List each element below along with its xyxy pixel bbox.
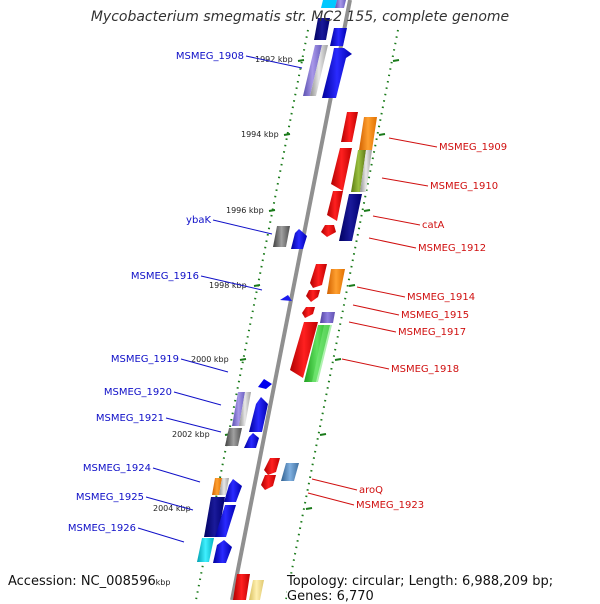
gene-label-msmeg-1923[interactable]: MSMEG_1923: [356, 500, 424, 511]
gene-feature-bottom-yellow[interactable]: [249, 580, 264, 600]
gene-label-msmeg-1916[interactable]: MSMEG_1916: [131, 271, 199, 282]
gene-feature-msmeg-1915-red[interactable]: [306, 290, 320, 302]
gene-feature-msmeg-1925-blue[interactable]: [224, 479, 242, 502]
gene-feature-msmeg-1908-blue[interactable]: [322, 48, 352, 98]
gene-feature-msmeg-1914-orange[interactable]: [327, 269, 345, 294]
leader-lines-right: [307, 137, 438, 506]
gene-feature-msmeg-1920-lav[interactable]: [232, 392, 245, 426]
tick-label-2006: 6 kbp: [148, 578, 170, 587]
tick-label-1994: 1994 kbp: [241, 130, 279, 139]
gene-feature-msmeg-1924-orange[interactable]: [212, 478, 222, 495]
gene-label-ybak[interactable]: ybaK: [186, 215, 211, 226]
gene-feature-msmeg-1917-purple[interactable]: [320, 312, 335, 323]
gene-feature-msmeg-1921-blue[interactable]: [244, 433, 259, 448]
gene-feature-msmeg-1926-cyan[interactable]: [197, 538, 214, 562]
gene-feature-msmeg-1918-green2[interactable]: [312, 325, 332, 382]
gene-label-msmeg-1925[interactable]: MSMEG_1925: [76, 492, 144, 503]
gene-feature-top-navy[interactable]: [314, 18, 330, 40]
genome-summary-text: Topology: circular; Length: 6,988,209 bp…: [287, 574, 600, 604]
gene-label-msmeg-1914[interactable]: MSMEG_1914: [407, 292, 475, 303]
gene-feature-msmeg-1921-gray[interactable]: [225, 428, 242, 446]
gene-feature-msmeg-1910-red[interactable]: [331, 148, 352, 191]
gene-feature-msmeg-1924-gray[interactable]: [219, 478, 229, 495]
gene-feature-aroq-red[interactable]: [264, 458, 280, 475]
gene-feature-msmeg-1917-red[interactable]: [302, 307, 315, 318]
gene-label-msmeg-1912[interactable]: MSMEG_1912: [418, 243, 486, 254]
gene-label-msmeg-1919[interactable]: MSMEG_1919: [111, 354, 179, 365]
gene-label-msmeg-1921[interactable]: MSMEG_1921: [96, 413, 164, 424]
gene-feature-msmeg-1925-blue2[interactable]: [215, 505, 236, 537]
tick-label-1992: 1992 kbp: [255, 55, 293, 64]
gene-feature-msmeg-1916[interactable]: [280, 295, 292, 301]
gene-feature-msmeg-1923-red[interactable]: [261, 475, 276, 490]
gene-feature-msmeg-1908-lav[interactable]: [303, 45, 322, 96]
gene-label-msmeg-1926[interactable]: MSMEG_1926: [68, 523, 136, 534]
forward-genes: [197, 0, 352, 563]
tick-label-2000: 2000 kbp: [191, 355, 229, 364]
tick-label-1996: 1996 kbp: [226, 206, 264, 215]
map-title: Mycobacterium smegmatis str. MC2 155, co…: [90, 9, 510, 25]
gene-labels-right: MSMEG_1909 MSMEG_1910 catA MSMEG_1912 MS…: [356, 142, 507, 511]
tick-label-1998: 1998 kbp: [209, 281, 247, 290]
gene-feature-msmeg-1910-gray[interactable]: [360, 150, 372, 192]
gene-feature-msmeg-1910-olive[interactable]: [351, 150, 366, 192]
gene-feature-msmeg-1926-blue[interactable]: [213, 540, 232, 563]
gene-label-msmeg-1908[interactable]: MSMEG_1908: [176, 51, 244, 62]
gene-label-msmeg-1924[interactable]: MSMEG_1924: [83, 463, 151, 474]
gene-feature-msmeg-1919[interactable]: [258, 379, 272, 389]
gene-feature-msmeg-1912-navy[interactable]: [339, 194, 362, 241]
gene-feature-cata-red2[interactable]: [321, 225, 336, 237]
gene-feature-ybak-blue[interactable]: [291, 229, 307, 249]
gene-feature-top-lav[interactable]: [335, 0, 346, 8]
gene-label-msmeg-1920[interactable]: MSMEG_1920: [104, 387, 172, 398]
tick-ring-right: [285, 29, 399, 600]
gene-label-msmeg-1918[interactable]: MSMEG_1918: [391, 364, 459, 375]
gene-feature-bottom-red[interactable]: [233, 574, 250, 600]
gene-feature-msmeg-1918-red[interactable]: [290, 322, 318, 378]
gene-label-msmeg-1917[interactable]: MSMEG_1917: [398, 327, 466, 338]
gene-feature-msmeg-1909-red[interactable]: [341, 112, 358, 142]
gene-feature-msmeg-1920-blue[interactable]: [249, 397, 268, 432]
gene-label-msmeg-1909[interactable]: MSMEG_1909: [439, 142, 507, 153]
reverse-genes: [233, 112, 377, 600]
leader-lines-left: [137, 55, 303, 543]
tick-label-2002: 2002 kbp: [172, 430, 210, 439]
gene-label-aroq[interactable]: aroQ: [359, 485, 383, 496]
gene-label-cata[interactable]: catA: [422, 220, 445, 231]
gene-feature-aroq-steel[interactable]: [281, 463, 299, 481]
gene-feature-top-blue[interactable]: [330, 28, 347, 46]
kbp-ticks: [210, 59, 400, 510]
gene-feature-msmeg-1908-gray[interactable]: [310, 45, 328, 96]
accession-text: Accession: NC_008596: [8, 574, 156, 589]
gene-label-msmeg-1910[interactable]: MSMEG_1910: [430, 181, 498, 192]
gene-feature-ybak-gray[interactable]: [273, 226, 290, 247]
gene-label-msmeg-1915[interactable]: MSMEG_1915: [401, 310, 469, 321]
gene-feature-msmeg-1914-red[interactable]: [310, 264, 327, 288]
gene-feature-top-cyan[interactable]: [321, 0, 337, 8]
gene-labels-left: MSMEG_1908 ybaK MSMEG_1916 MSMEG_1919 MS…: [68, 51, 244, 534]
gene-feature-msmeg-1920-gray[interactable]: [239, 392, 251, 426]
tick-label-2004: 2004 kbp: [153, 504, 191, 513]
gene-feature-msmeg-1909-orange[interactable]: [359, 117, 377, 150]
gene-feature-cata-red[interactable]: [327, 191, 343, 221]
